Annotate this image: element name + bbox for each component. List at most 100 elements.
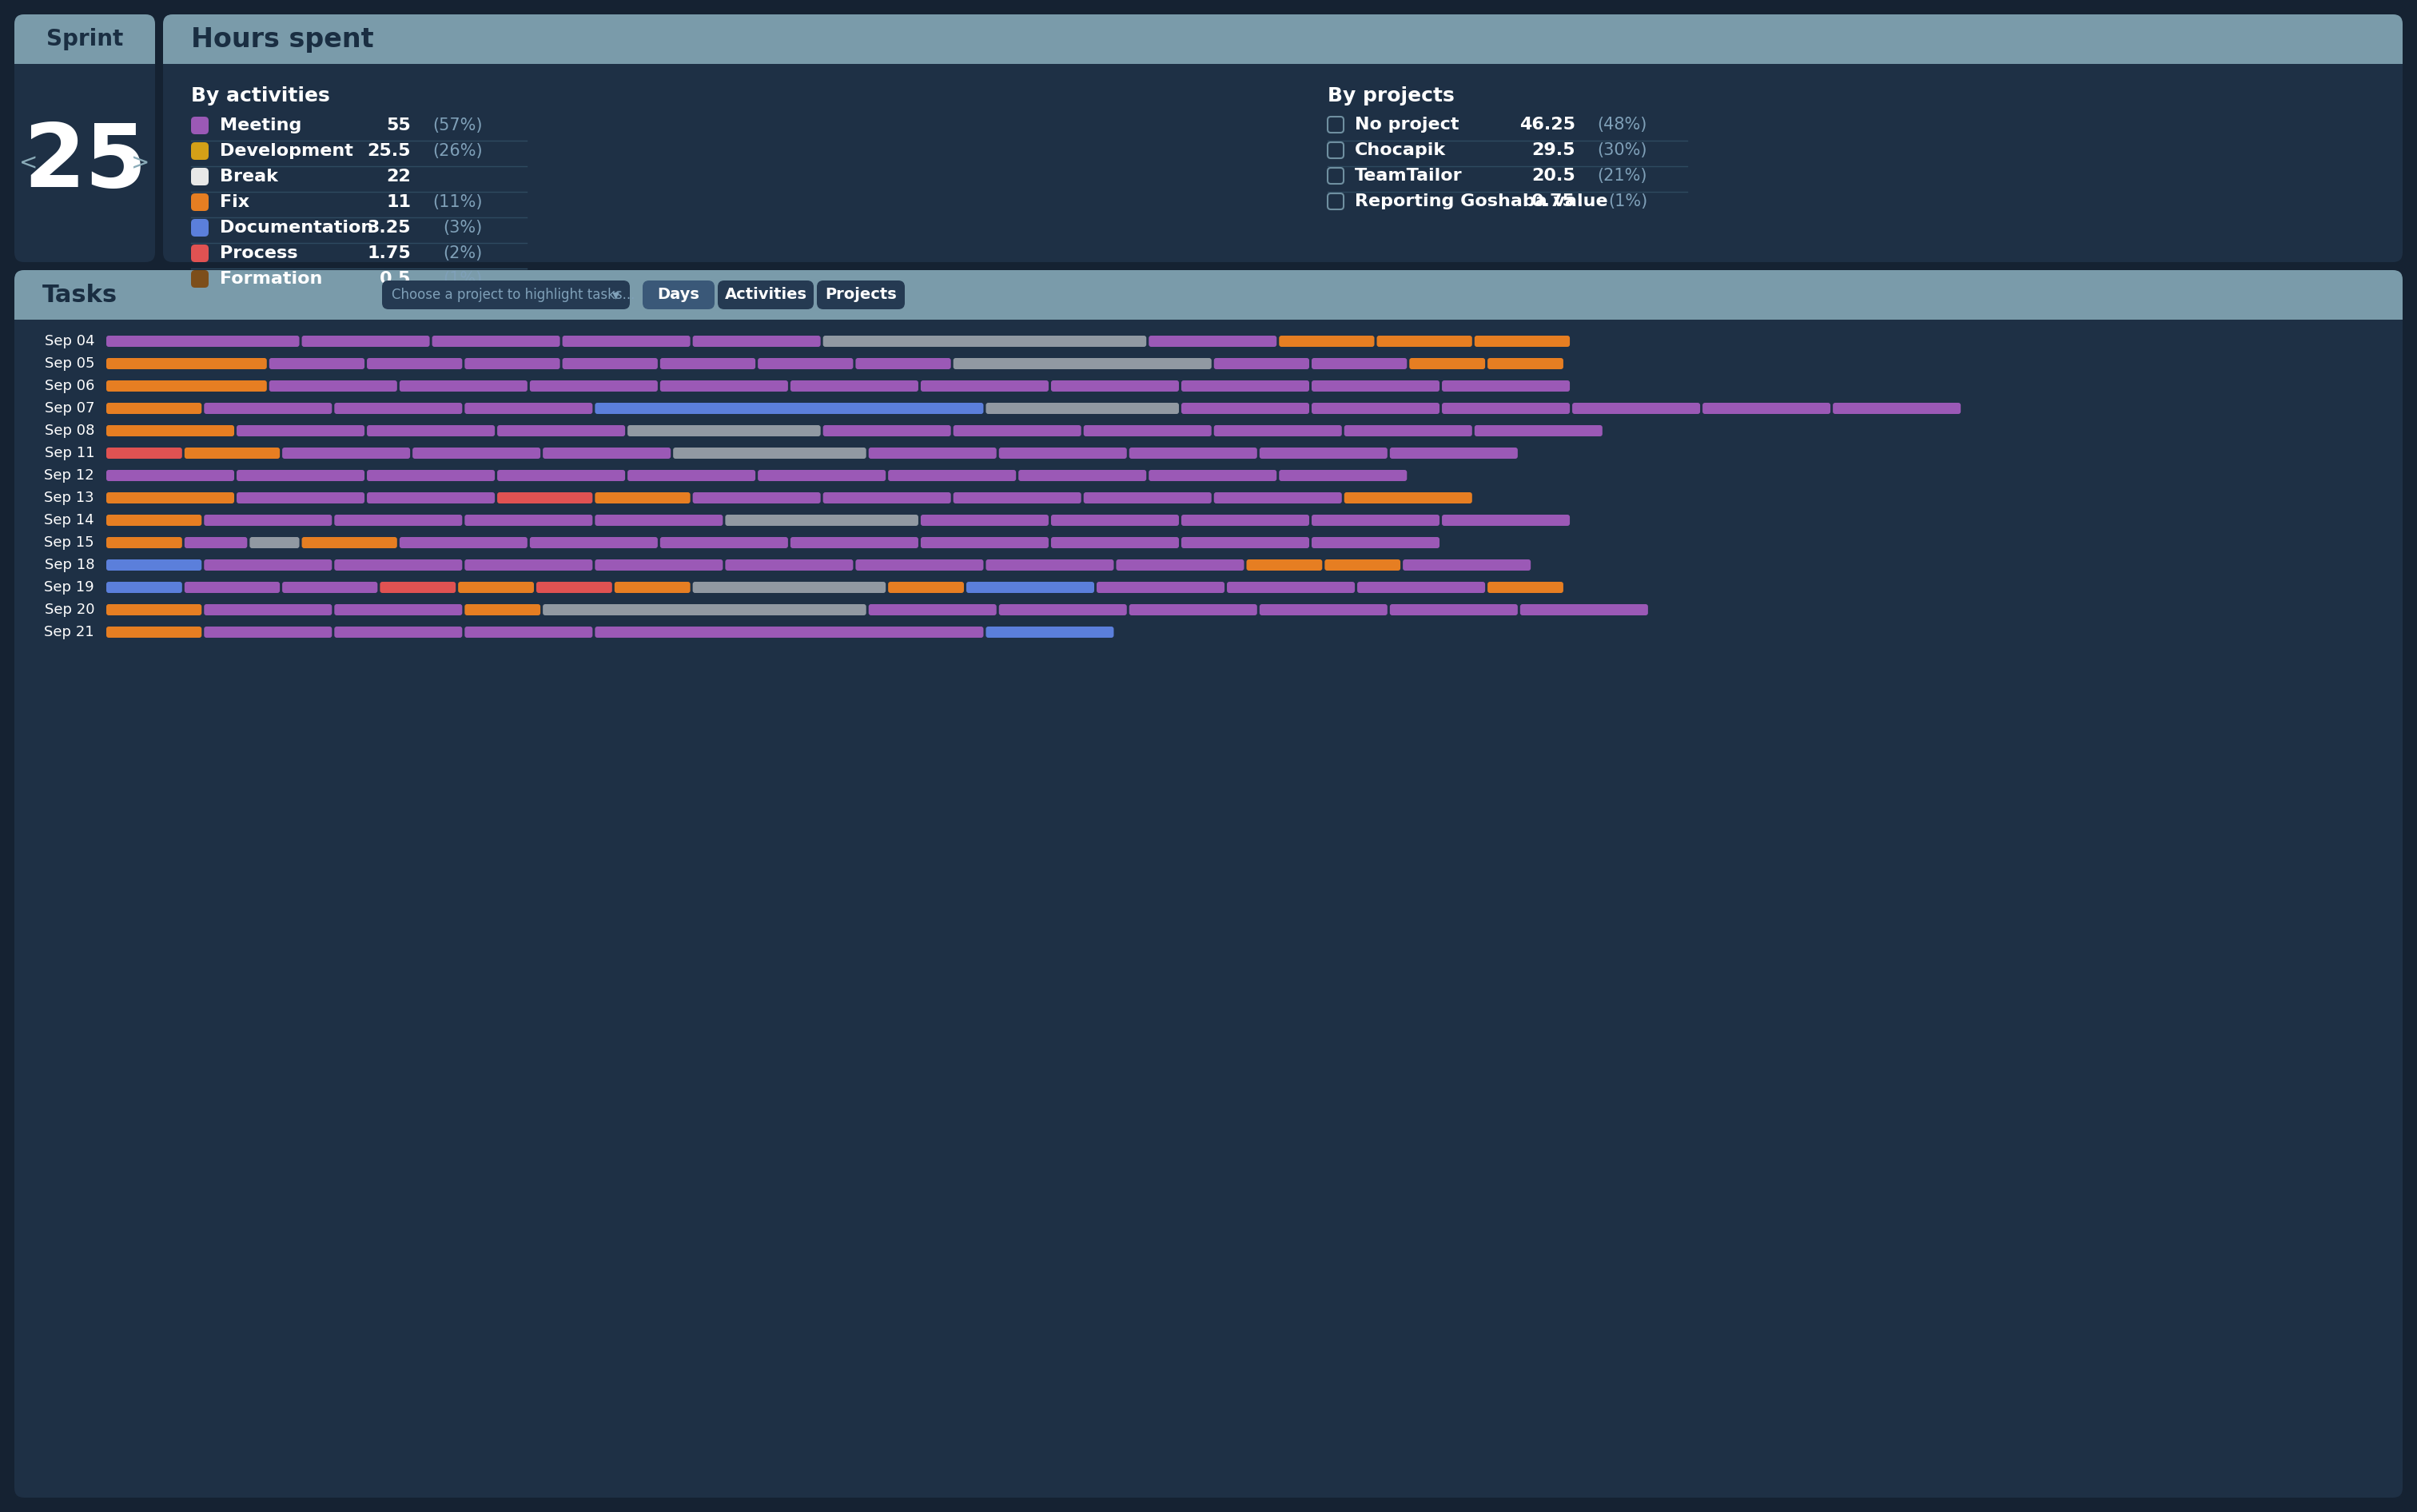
Text: By activities: By activities <box>191 86 329 106</box>
Text: Projects: Projects <box>824 287 897 302</box>
FancyBboxPatch shape <box>433 336 561 346</box>
FancyBboxPatch shape <box>822 493 950 503</box>
FancyBboxPatch shape <box>660 381 788 392</box>
FancyBboxPatch shape <box>1129 448 1257 458</box>
Text: Break: Break <box>220 169 278 184</box>
FancyBboxPatch shape <box>1213 493 1341 503</box>
FancyBboxPatch shape <box>986 559 1114 570</box>
FancyBboxPatch shape <box>203 559 331 570</box>
FancyBboxPatch shape <box>498 493 592 503</box>
FancyBboxPatch shape <box>106 605 201 615</box>
FancyBboxPatch shape <box>367 425 495 437</box>
FancyBboxPatch shape <box>15 15 155 64</box>
FancyBboxPatch shape <box>1327 194 1344 209</box>
FancyBboxPatch shape <box>1409 358 1484 369</box>
FancyBboxPatch shape <box>1312 537 1441 549</box>
FancyBboxPatch shape <box>529 537 657 549</box>
FancyBboxPatch shape <box>868 448 996 458</box>
Text: Sep 19: Sep 19 <box>44 581 94 594</box>
FancyBboxPatch shape <box>106 358 266 369</box>
FancyBboxPatch shape <box>1312 514 1441 526</box>
FancyBboxPatch shape <box>1148 336 1276 346</box>
FancyBboxPatch shape <box>595 626 984 638</box>
Text: 29.5: 29.5 <box>1532 142 1576 159</box>
FancyBboxPatch shape <box>563 336 691 346</box>
FancyBboxPatch shape <box>237 470 365 481</box>
FancyBboxPatch shape <box>1325 559 1399 570</box>
Text: Sep 07: Sep 07 <box>44 401 94 416</box>
FancyBboxPatch shape <box>952 425 1080 437</box>
Text: Days: Days <box>657 287 699 302</box>
FancyBboxPatch shape <box>1083 425 1211 437</box>
Text: 25.5: 25.5 <box>367 144 411 159</box>
FancyBboxPatch shape <box>283 448 411 458</box>
FancyBboxPatch shape <box>1259 448 1387 458</box>
FancyBboxPatch shape <box>191 116 208 135</box>
FancyBboxPatch shape <box>1344 425 1472 437</box>
FancyBboxPatch shape <box>660 358 757 369</box>
FancyBboxPatch shape <box>887 582 964 593</box>
FancyBboxPatch shape <box>191 219 208 236</box>
Text: Tasks: Tasks <box>44 283 118 307</box>
FancyBboxPatch shape <box>1182 537 1310 549</box>
FancyBboxPatch shape <box>1486 582 1564 593</box>
FancyBboxPatch shape <box>1571 402 1699 414</box>
FancyBboxPatch shape <box>822 336 1146 346</box>
Text: (21%): (21%) <box>1598 168 1648 184</box>
FancyBboxPatch shape <box>464 626 592 638</box>
FancyBboxPatch shape <box>1402 559 1530 570</box>
Text: 11: 11 <box>387 194 411 210</box>
Text: Sep 21: Sep 21 <box>44 624 94 640</box>
FancyBboxPatch shape <box>334 559 462 570</box>
FancyBboxPatch shape <box>1312 402 1441 414</box>
FancyBboxPatch shape <box>367 493 495 503</box>
Text: (3%): (3%) <box>442 219 483 236</box>
Text: No project: No project <box>1356 116 1460 133</box>
FancyBboxPatch shape <box>718 281 815 310</box>
FancyBboxPatch shape <box>184 537 247 549</box>
FancyBboxPatch shape <box>1182 402 1310 414</box>
Text: Process: Process <box>220 245 297 262</box>
FancyBboxPatch shape <box>464 358 561 369</box>
FancyBboxPatch shape <box>413 448 541 458</box>
Text: (2%): (2%) <box>442 245 483 262</box>
FancyBboxPatch shape <box>1702 402 1830 414</box>
FancyBboxPatch shape <box>628 470 757 481</box>
Text: Choose a project to highlight tasks...: Choose a project to highlight tasks... <box>392 287 636 302</box>
FancyBboxPatch shape <box>952 493 1080 503</box>
Text: >: > <box>131 151 150 174</box>
FancyBboxPatch shape <box>921 514 1049 526</box>
FancyBboxPatch shape <box>191 271 208 287</box>
FancyBboxPatch shape <box>15 39 155 64</box>
Text: By projects: By projects <box>1327 86 1455 106</box>
FancyBboxPatch shape <box>464 514 592 526</box>
FancyBboxPatch shape <box>1312 381 1441 392</box>
FancyBboxPatch shape <box>998 605 1126 615</box>
FancyBboxPatch shape <box>1378 336 1472 346</box>
FancyBboxPatch shape <box>643 281 715 310</box>
Text: Sep 15: Sep 15 <box>44 535 94 550</box>
Text: Sep 20: Sep 20 <box>44 603 94 617</box>
Text: 25: 25 <box>24 121 147 206</box>
FancyBboxPatch shape <box>1083 493 1211 503</box>
FancyBboxPatch shape <box>998 448 1126 458</box>
FancyBboxPatch shape <box>1443 381 1569 392</box>
Text: (30%): (30%) <box>1598 142 1648 159</box>
FancyBboxPatch shape <box>694 493 822 503</box>
FancyBboxPatch shape <box>595 493 691 503</box>
FancyBboxPatch shape <box>106 537 181 549</box>
FancyBboxPatch shape <box>694 336 822 346</box>
FancyBboxPatch shape <box>1474 336 1569 346</box>
FancyBboxPatch shape <box>529 381 657 392</box>
FancyBboxPatch shape <box>1051 514 1179 526</box>
FancyBboxPatch shape <box>106 514 201 526</box>
Text: Formation: Formation <box>220 271 321 287</box>
FancyBboxPatch shape <box>283 582 377 593</box>
FancyBboxPatch shape <box>367 470 495 481</box>
FancyBboxPatch shape <box>921 381 1049 392</box>
FancyBboxPatch shape <box>1129 605 1257 615</box>
Text: Sprint: Sprint <box>46 27 123 50</box>
Text: (48%): (48%) <box>1598 116 1648 133</box>
Text: Documentation: Documentation <box>220 219 375 236</box>
FancyBboxPatch shape <box>694 582 885 593</box>
